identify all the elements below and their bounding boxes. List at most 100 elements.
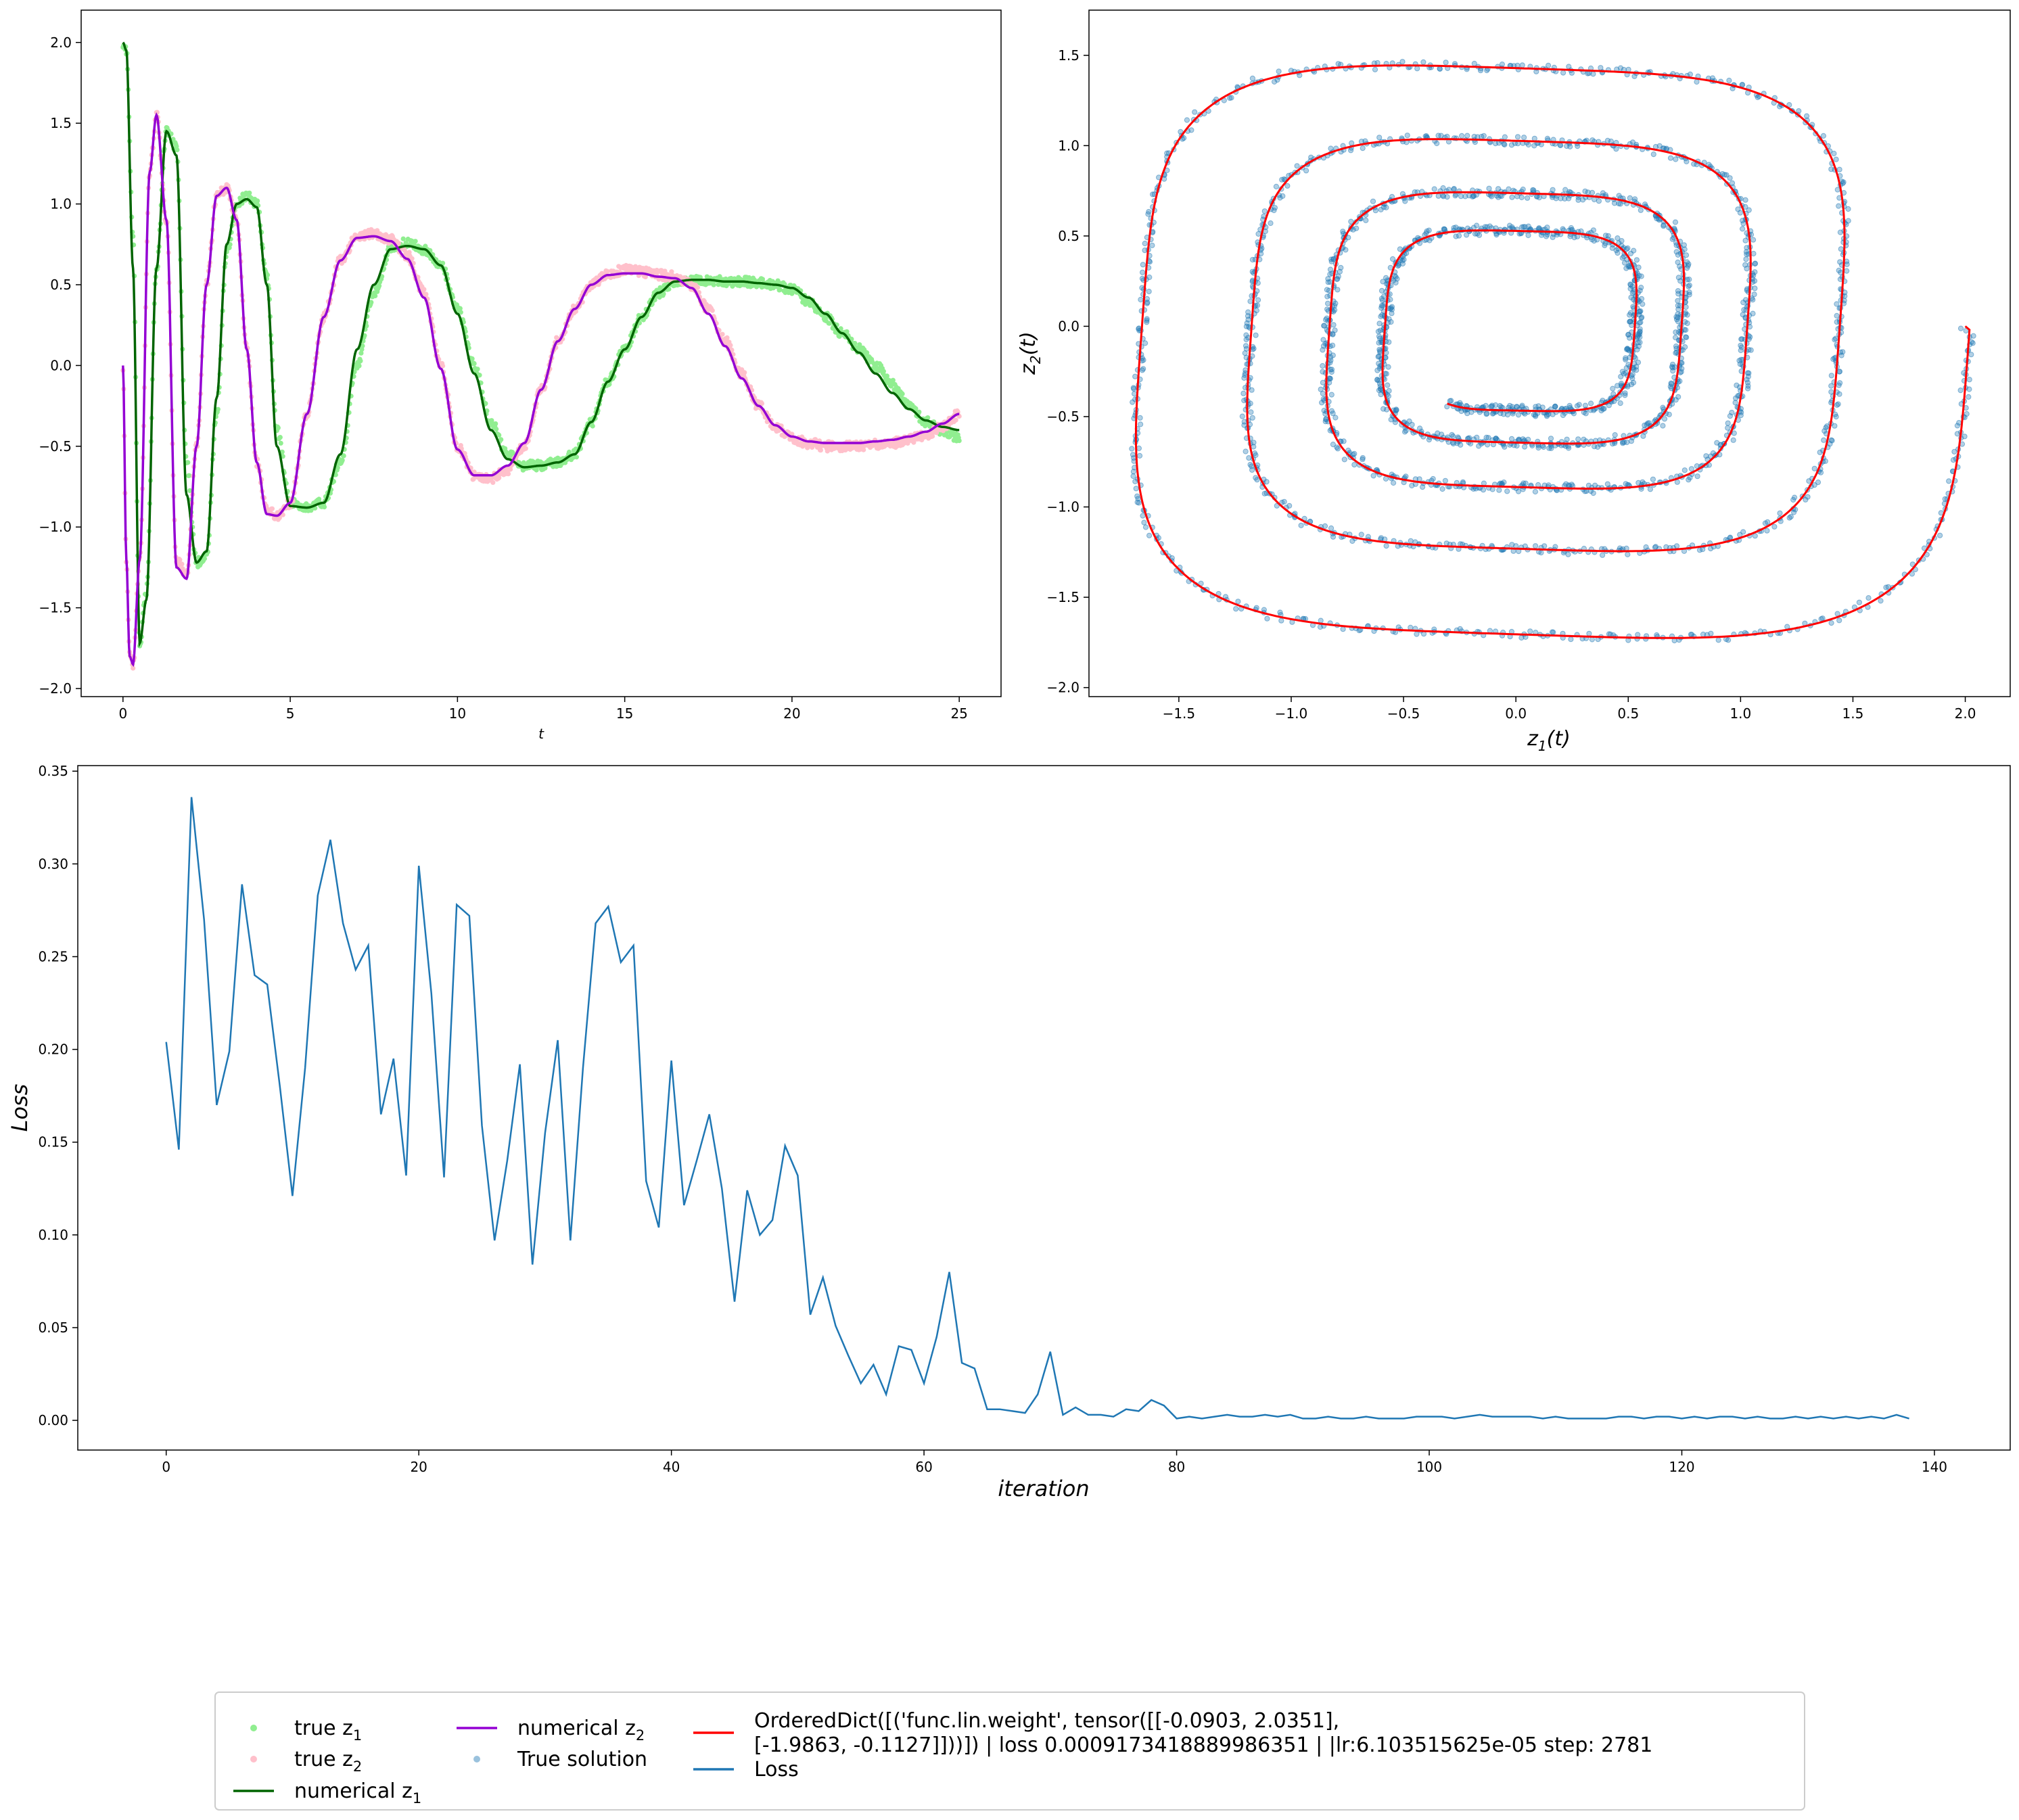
- data-point: [1330, 352, 1336, 358]
- data-point: [1383, 543, 1389, 549]
- data-point: [1420, 59, 1426, 66]
- data-point: [1515, 488, 1522, 494]
- data-point: [457, 306, 463, 311]
- data-point: [1518, 634, 1525, 641]
- data-point: [1449, 431, 1455, 438]
- data-point: [1349, 140, 1355, 146]
- data-point: [1245, 309, 1251, 315]
- data-point: [1298, 522, 1304, 529]
- data-point: [1318, 386, 1324, 392]
- data-point: [1140, 513, 1146, 519]
- data-point: [1278, 617, 1284, 624]
- data-point: [1834, 402, 1840, 409]
- data-point: [1389, 304, 1395, 310]
- data-point: [1670, 368, 1676, 374]
- data-point: [496, 432, 502, 438]
- time-series-panel: 0 5 10 15 20 25 −2.0−1.5−1.0−0.50.00.51.01.52…: [39, 9, 1002, 742]
- data-point: [1268, 220, 1274, 227]
- data-point: [1489, 486, 1495, 492]
- data-point: [1686, 277, 1692, 283]
- data-point: [1836, 166, 1842, 172]
- data-point: [1637, 340, 1643, 346]
- data-point: [1525, 141, 1531, 148]
- data-point: [1660, 423, 1666, 429]
- data-point: [1740, 220, 1746, 227]
- data-point: [1624, 346, 1630, 352]
- data-point: [279, 449, 285, 454]
- data-point: [1954, 431, 1960, 437]
- data-point: [1328, 145, 1334, 151]
- data-point: [1627, 195, 1633, 201]
- data-point: [1376, 388, 1383, 394]
- data-point: [264, 273, 271, 278]
- data-point: [1650, 476, 1656, 482]
- data-point: [1417, 425, 1423, 431]
- data-point: [1184, 117, 1190, 123]
- data-point: [1838, 352, 1844, 358]
- data-point: [131, 666, 136, 671]
- data-point: [1684, 265, 1690, 271]
- data-point: [1519, 62, 1525, 68]
- data-point: [1821, 437, 1827, 443]
- data-point: [1499, 62, 1505, 68]
- data-point: [1509, 194, 1515, 200]
- data-point: [1462, 193, 1468, 200]
- data-point: [1330, 256, 1337, 262]
- data-point: [1387, 296, 1393, 302]
- data-point: [1130, 452, 1136, 458]
- data-point: [1725, 425, 1731, 431]
- data-point: [669, 269, 674, 275]
- data-point: [1650, 151, 1656, 158]
- data-point: [1509, 542, 1515, 548]
- data-point: [643, 274, 648, 279]
- data-point: [1546, 445, 1552, 451]
- data-point: [1136, 445, 1142, 452]
- data-point: [1700, 631, 1707, 638]
- data-point: [1803, 496, 1809, 503]
- data-point: [1273, 183, 1280, 189]
- data-point: [1831, 150, 1837, 157]
- data-point: [1595, 444, 1601, 450]
- data-point: [1348, 218, 1354, 225]
- y-tick-label: 1.5: [50, 115, 72, 131]
- data-point: [1376, 321, 1383, 327]
- data-point: [1480, 487, 1487, 493]
- data-point: [1828, 620, 1834, 626]
- data-point: [1380, 406, 1387, 412]
- data-point: [1752, 278, 1758, 284]
- data-point: [861, 447, 866, 452]
- data-point: [1628, 438, 1634, 444]
- data-point: [1485, 435, 1491, 441]
- data-point: [373, 293, 378, 299]
- data-point: [1391, 273, 1397, 279]
- data-point: [1452, 193, 1458, 199]
- data-point: [661, 291, 666, 297]
- data-point: [1602, 242, 1608, 248]
- data-point: [1883, 584, 1889, 590]
- data-point: [1188, 127, 1194, 133]
- data-point: [1627, 250, 1634, 256]
- data-point: [1383, 475, 1389, 482]
- data-point: [1372, 208, 1378, 214]
- data-point: [1845, 206, 1851, 212]
- data-point: [925, 415, 931, 421]
- data-point: [1132, 373, 1138, 379]
- data-point: [1750, 297, 1756, 303]
- data-point: [1828, 383, 1834, 389]
- data-point: [1683, 304, 1689, 310]
- data-point: [1598, 65, 1604, 71]
- data-point: [1277, 609, 1283, 615]
- data-point: [1673, 156, 1679, 162]
- data-point: [1327, 266, 1334, 273]
- data-point: [1146, 288, 1152, 295]
- data-point: [1376, 135, 1383, 141]
- data-point: [1248, 409, 1254, 415]
- data-point: [1834, 312, 1840, 319]
- data-point: [1360, 145, 1366, 151]
- data-point: [1694, 78, 1700, 85]
- data-point: [1966, 394, 1972, 400]
- data-point: [1725, 637, 1732, 643]
- data-point: [1709, 75, 1716, 81]
- data-point: [1625, 551, 1631, 558]
